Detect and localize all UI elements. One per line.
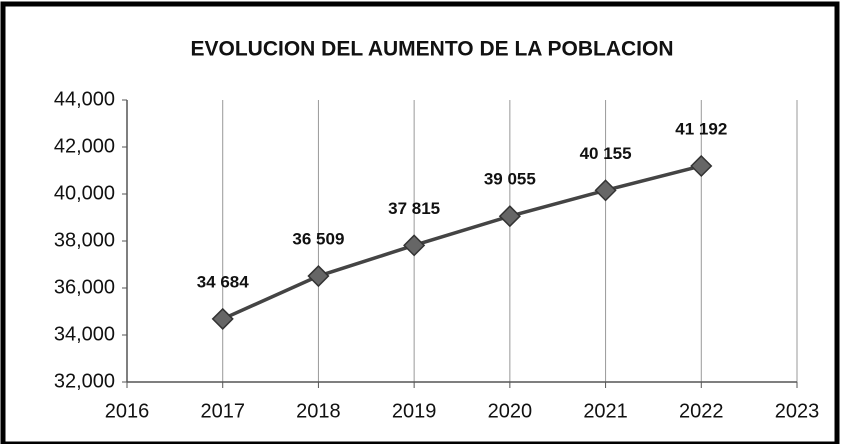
line: [221, 164, 702, 321]
y-tick-label: 44,000: [54, 88, 115, 110]
y-tick-label: 34,000: [54, 323, 115, 345]
y-tick-label: 38,000: [54, 229, 115, 251]
data-label: 39 055: [484, 170, 536, 189]
x-tick-label: 2017: [200, 400, 245, 422]
y-tick-label: 42,000: [54, 135, 115, 157]
chart-title: EVOLUCION DEL AUMENTO DE LA POBLACION: [190, 38, 673, 61]
marker: [211, 307, 234, 330]
marker: [307, 264, 330, 288]
x-tick-label: 2023: [775, 400, 820, 422]
x-tick-label: 2022: [679, 400, 724, 422]
x-tick-label: 2020: [488, 400, 533, 422]
data-label: 36 509: [292, 230, 344, 249]
x-tick-label: 2018: [296, 400, 341, 422]
x-tick-label: 2016: [105, 400, 150, 422]
data-label: 37 815: [388, 199, 440, 218]
x-tick-label: 2021: [583, 400, 628, 422]
marker: [594, 179, 617, 202]
data-label: 41 192: [675, 119, 727, 138]
data-label: 34 684: [197, 272, 250, 291]
x-tick-label: 2019: [392, 400, 437, 422]
y-tick-label: 40,000: [54, 182, 115, 204]
marker: [690, 154, 713, 178]
y-tick-label: 32,000: [54, 370, 115, 392]
data-label: 40 155: [580, 144, 632, 163]
marker: [403, 234, 426, 257]
y-tick-label: 36,000: [54, 276, 115, 298]
marker: [498, 205, 521, 228]
